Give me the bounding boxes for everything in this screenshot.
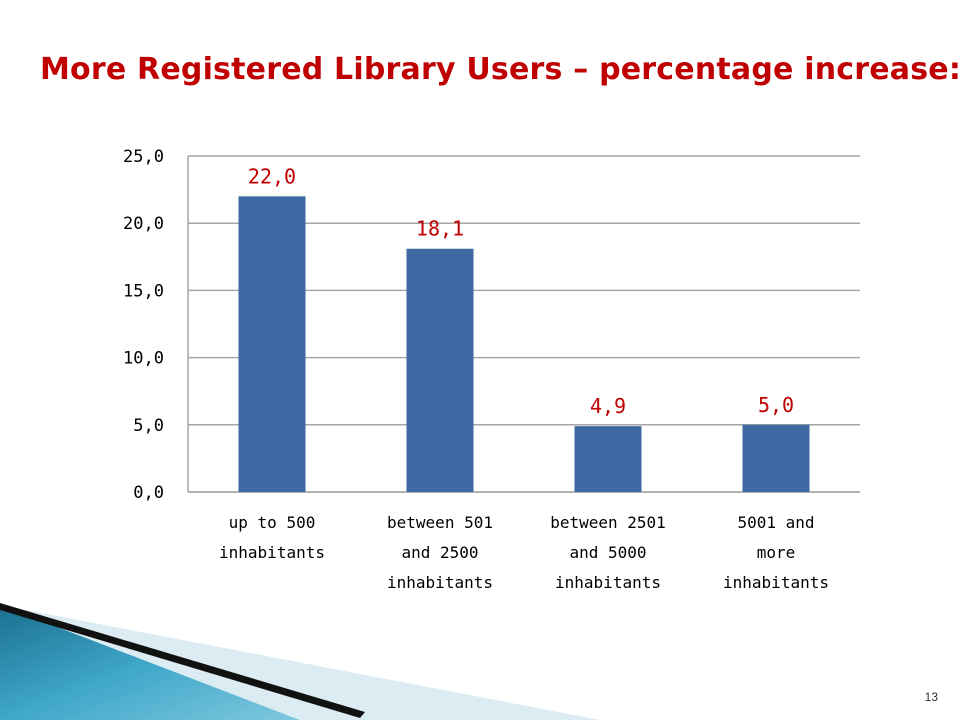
category-label: between 501 and 2500 inhabitants: [387, 513, 493, 592]
page-number: 13: [924, 690, 938, 704]
bar: [574, 426, 642, 492]
y-tick-label: 20,0: [123, 214, 164, 234]
data-label: 22,0: [248, 164, 296, 188]
category-label-line: 5001 and: [737, 513, 814, 532]
data-label: 18,1: [416, 217, 464, 241]
category-label: up to 500 inhabitants: [219, 513, 325, 562]
y-tick-label: 15,0: [123, 281, 164, 301]
category-label-line: and 5000: [569, 543, 646, 562]
y-tick-label: 10,0: [123, 349, 164, 369]
category-label-line: between 2501: [550, 513, 666, 532]
light-blue-wedge-shape: [0, 605, 600, 720]
category-label-line: inhabitants: [219, 543, 325, 562]
bar: [742, 424, 810, 492]
y-tick-label: 25,0: [123, 147, 164, 167]
y-tick-label: 0,0: [133, 483, 164, 503]
category-label: 5001 and more inhabitants: [723, 513, 829, 592]
category-labels: up to 500 inhabitants between 501 and 2500 i…: [219, 513, 829, 592]
y-tick-labels: 0,0 5,0 10,0 15,0 20,0 25,0: [123, 147, 164, 503]
y-tick-label: 5,0: [133, 416, 164, 436]
black-arrow-shape: [0, 603, 365, 718]
data-label: 5,0: [758, 393, 794, 417]
category-label-line: inhabitants: [387, 573, 493, 592]
bar: [238, 196, 306, 492]
category-label: between 2501 and 5000 inhabitants: [550, 513, 666, 592]
category-label-line: inhabitants: [723, 573, 829, 592]
category-label-line: inhabitants: [555, 573, 661, 592]
category-label-line: and 2500: [401, 543, 478, 562]
data-label: 4,9: [590, 394, 626, 418]
bar: [406, 248, 474, 492]
category-label-line: more: [757, 543, 796, 562]
category-label-line: between 501: [387, 513, 493, 532]
slide-title: More Registered Library Users – percenta…: [40, 52, 960, 87]
data-labels: 22,0 18,1 4,9 5,0: [248, 164, 794, 418]
category-label-line: up to 500: [229, 513, 316, 532]
bars: [238, 196, 810, 492]
